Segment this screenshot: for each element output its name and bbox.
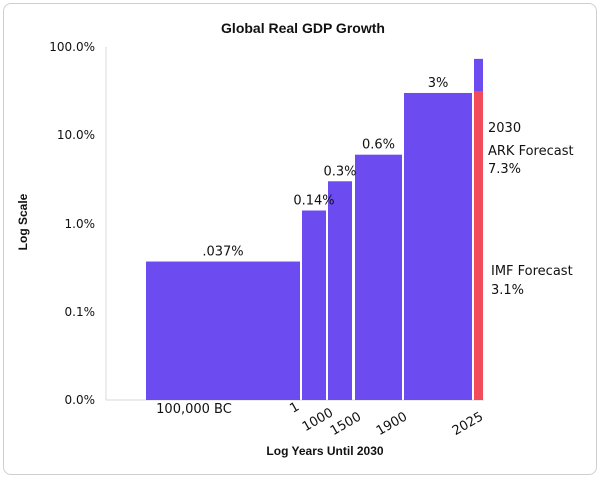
x-tick-label: 100,000 BC bbox=[156, 402, 232, 417]
y-axis-title: Log Scale bbox=[16, 193, 30, 250]
y-tick-labels: 0.0% 0.1% 1.0% 10.0% 100.0% bbox=[49, 40, 95, 407]
bar bbox=[146, 261, 300, 400]
bar-value-label: 0.3% bbox=[323, 164, 356, 179]
bar-value-label: 3% bbox=[428, 76, 449, 91]
imf-forecast-value: 3.1% bbox=[491, 283, 524, 298]
bar bbox=[302, 210, 326, 400]
y-tick-label: 0.1% bbox=[65, 305, 96, 319]
bar-labels: .037% 0.14% 0.3% 0.6% 3% bbox=[202, 76, 448, 260]
x-tick-label: 1900 bbox=[374, 409, 410, 439]
x-axis-title: Log Years Until 2030 bbox=[266, 444, 383, 458]
ark-forecast-bar bbox=[474, 58, 483, 92]
bar bbox=[328, 181, 352, 400]
bar-value-label: .037% bbox=[202, 245, 243, 260]
y-tick-label: 1.0% bbox=[65, 217, 96, 231]
imf-forecast-name: IMF Forecast bbox=[491, 264, 573, 279]
y-tick-label: 10.0% bbox=[57, 128, 95, 142]
chart-title: Global Real GDP Growth bbox=[221, 20, 385, 36]
bar bbox=[404, 92, 472, 401]
ark-forecast-name: ARK Forecast bbox=[488, 144, 574, 159]
bar bbox=[355, 154, 402, 400]
imf-forecast-bar bbox=[474, 91, 483, 400]
y-tick-label: 100.0% bbox=[49, 40, 95, 54]
forecast-annotations: 2030 ARK Forecast 7.3% IMF Forecast 3.1% bbox=[474, 58, 574, 400]
bar-value-label: 0.14% bbox=[293, 193, 334, 208]
bars bbox=[146, 92, 472, 401]
forecast-year-label: 2030 bbox=[488, 121, 521, 136]
y-tick-label: 0.0% bbox=[65, 393, 96, 407]
bar-value-label: 0.6% bbox=[362, 138, 395, 153]
x-tick-label: 1 bbox=[287, 399, 302, 416]
x-tick-label: 2025 bbox=[450, 409, 486, 439]
ark-forecast-value: 7.3% bbox=[488, 162, 521, 177]
